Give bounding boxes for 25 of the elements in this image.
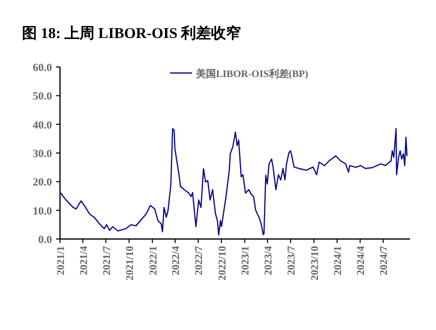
y-tick-label: 60.0	[32, 62, 52, 74]
x-tick-label: 2021/7	[102, 246, 113, 276]
y-tick-label: 20.0	[32, 176, 52, 189]
x-tick-label: 2022/4	[171, 245, 182, 276]
y-tick-label: 30.0	[32, 148, 52, 160]
x-tick-label: 2024/7	[379, 246, 390, 276]
x-tick-label: 2023/7	[286, 246, 298, 276]
x-tick-label: 2021/10	[125, 246, 136, 280]
x-tick-label: 2022/1	[148, 246, 160, 276]
legend-label: 美国LIBOR-OIS利差(BP)	[195, 68, 308, 80]
y-tick-label: 0.0	[38, 234, 52, 246]
x-tick-label: 2021/1	[56, 246, 67, 276]
x-tick-label: 2024/1	[333, 246, 344, 276]
y-tick-label: 50.0	[32, 90, 52, 103]
x-tick-label: 2024/4	[356, 245, 368, 276]
x-tick-label: 2021/4	[78, 245, 90, 276]
x-tick-label: 2023/4	[264, 245, 275, 276]
x-tick-label: 2022/10	[217, 246, 228, 280]
y-tick-label: 40.0	[32, 119, 52, 132]
line-series	[60, 128, 408, 236]
y-tick-label: 10.0	[32, 205, 52, 218]
x-tick-label: 2022/7	[194, 246, 206, 276]
x-tick-label: 2023/1	[240, 246, 252, 276]
chart-title: 图 18: 上周 LIBOR-OIS 利差收窄	[22, 24, 242, 42]
x-tick-label: 2023/10	[310, 246, 321, 280]
